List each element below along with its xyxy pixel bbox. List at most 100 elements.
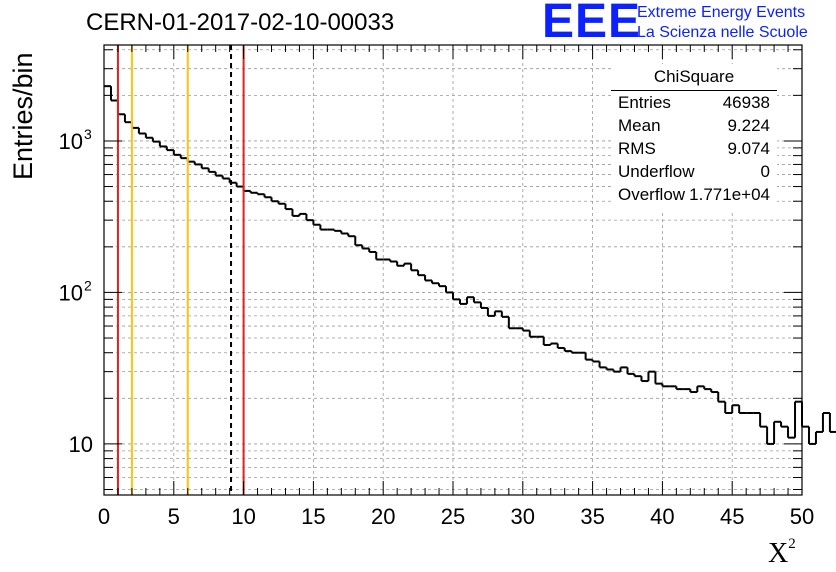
x-tick-label: 50 bbox=[790, 504, 814, 529]
axis-ticks bbox=[103, 45, 803, 495]
histogram-bin bbox=[647, 370, 656, 382]
histogram-bin bbox=[598, 361, 607, 369]
histogram-bin bbox=[710, 389, 719, 394]
cut-lines bbox=[116, 45, 245, 495]
y-tick-label-exponent: 3 bbox=[84, 126, 92, 142]
histogram-bin bbox=[521, 328, 530, 332]
histogram-bin bbox=[291, 209, 300, 217]
stats-row-underflow: Underflow 0 bbox=[618, 162, 770, 184]
histogram-bin bbox=[787, 426, 796, 439]
histogram-bin bbox=[438, 283, 447, 288]
histogram-bin bbox=[500, 311, 509, 318]
histogram-bin bbox=[284, 203, 293, 211]
histogram-bin bbox=[724, 401, 733, 414]
histogram-bin bbox=[703, 386, 712, 391]
histogram-bin bbox=[340, 230, 349, 235]
y-axis-label: Entries/bin bbox=[8, 52, 38, 180]
histogram-bin bbox=[319, 224, 328, 231]
histogram-bin bbox=[661, 383, 670, 388]
histogram-bin bbox=[144, 133, 153, 139]
x-tick-label: 35 bbox=[580, 504, 604, 529]
histogram-bin bbox=[389, 259, 398, 263]
histogram-bin bbox=[116, 100, 125, 116]
y-tick-label-exponent: 2 bbox=[84, 277, 92, 293]
stats-key: Entries bbox=[618, 93, 671, 112]
histogram-bin bbox=[675, 386, 684, 391]
histogram-bin bbox=[814, 430, 823, 444]
histogram-bin bbox=[109, 86, 118, 102]
histogram-bin bbox=[431, 280, 440, 285]
histogram-bin bbox=[556, 343, 565, 349]
histogram-bin bbox=[221, 175, 230, 180]
stats-row-overflow: Overflow 1.771e+04 bbox=[618, 185, 770, 207]
histogram-bin bbox=[570, 351, 579, 354]
histogram-bin bbox=[375, 251, 384, 261]
histogram-bin bbox=[123, 114, 132, 124]
histogram-bin bbox=[591, 359, 600, 363]
histogram-bin bbox=[207, 168, 216, 173]
x-tick-label: 10 bbox=[231, 504, 255, 529]
stats-value: 0 bbox=[760, 162, 770, 181]
histogram-bin bbox=[424, 275, 433, 282]
histogram-bin bbox=[584, 352, 593, 361]
histogram-bin bbox=[794, 400, 802, 438]
histogram-bin bbox=[689, 389, 698, 394]
x-tick-label: 0 bbox=[98, 504, 110, 529]
stats-divider bbox=[611, 90, 777, 91]
histogram-bin bbox=[780, 421, 789, 428]
grid-lines bbox=[104, 45, 802, 495]
histogram-bin bbox=[759, 412, 768, 428]
histogram-bin bbox=[242, 186, 251, 192]
histogram-bin bbox=[186, 158, 195, 163]
histogram-bin bbox=[493, 310, 502, 316]
x-tick-label: 5 bbox=[168, 504, 180, 529]
y-tick-label: 10 bbox=[59, 280, 83, 305]
x-tick-label: 25 bbox=[441, 504, 465, 529]
logo-line-extreme-energy-events: Extreme Energy Events bbox=[637, 4, 806, 21]
histogram-bin bbox=[626, 367, 635, 375]
histogram-bin bbox=[549, 342, 558, 345]
histogram-bin bbox=[396, 261, 405, 267]
histogram-bin bbox=[696, 385, 705, 393]
histogram-bin bbox=[773, 420, 782, 444]
histogram-bin bbox=[807, 426, 816, 445]
stats-row-mean: Mean 9.224 bbox=[618, 116, 770, 138]
histogram-bin bbox=[731, 404, 740, 413]
logo-line-scienza-scuole: La Scienza nelle Scuole bbox=[637, 24, 808, 41]
histogram-bin bbox=[137, 127, 146, 135]
stats-box: ChiSquare Entries 46938 Mean 9.224 RMS 9… bbox=[611, 64, 777, 210]
histogram-bin bbox=[640, 376, 649, 383]
stats-row-rms: RMS 9.074 bbox=[618, 139, 770, 161]
histogram-bin bbox=[458, 299, 467, 305]
histogram-bin bbox=[654, 371, 663, 385]
histogram-bin bbox=[354, 236, 363, 247]
y-tick-label: 10 bbox=[59, 129, 83, 154]
histogram-bin bbox=[179, 154, 188, 160]
histogram-bin bbox=[200, 164, 209, 170]
histogram-bin bbox=[368, 248, 377, 253]
histogram-bin bbox=[612, 369, 621, 373]
histogram-bin bbox=[633, 373, 642, 378]
histogram-bin bbox=[312, 220, 321, 226]
x-tick-label: 20 bbox=[371, 504, 395, 529]
stats-value: 1.771e+04 bbox=[689, 185, 770, 204]
histogram-bin bbox=[717, 392, 726, 403]
histogram-bin bbox=[507, 316, 516, 330]
y-tick-label: 10 bbox=[69, 432, 93, 457]
histogram-bin bbox=[738, 405, 747, 414]
histogram-bin bbox=[465, 296, 474, 304]
histogram-bin bbox=[619, 366, 628, 372]
histogram-bin bbox=[417, 270, 426, 277]
stats-key: Overflow bbox=[618, 185, 686, 204]
histogram-bin bbox=[479, 302, 488, 309]
x-tick-label: 30 bbox=[511, 504, 535, 529]
histogram-bin bbox=[158, 141, 167, 148]
x-axis-label-base: X bbox=[768, 538, 789, 569]
histogram-bin bbox=[130, 122, 139, 129]
run-title: CERN-01-2017-02-10-00033 bbox=[86, 9, 395, 36]
stats-title: ChiSquare bbox=[653, 67, 735, 86]
histogram-bin bbox=[298, 212, 307, 216]
stats-value: 46938 bbox=[722, 93, 770, 112]
histogram-bin bbox=[801, 401, 809, 428]
